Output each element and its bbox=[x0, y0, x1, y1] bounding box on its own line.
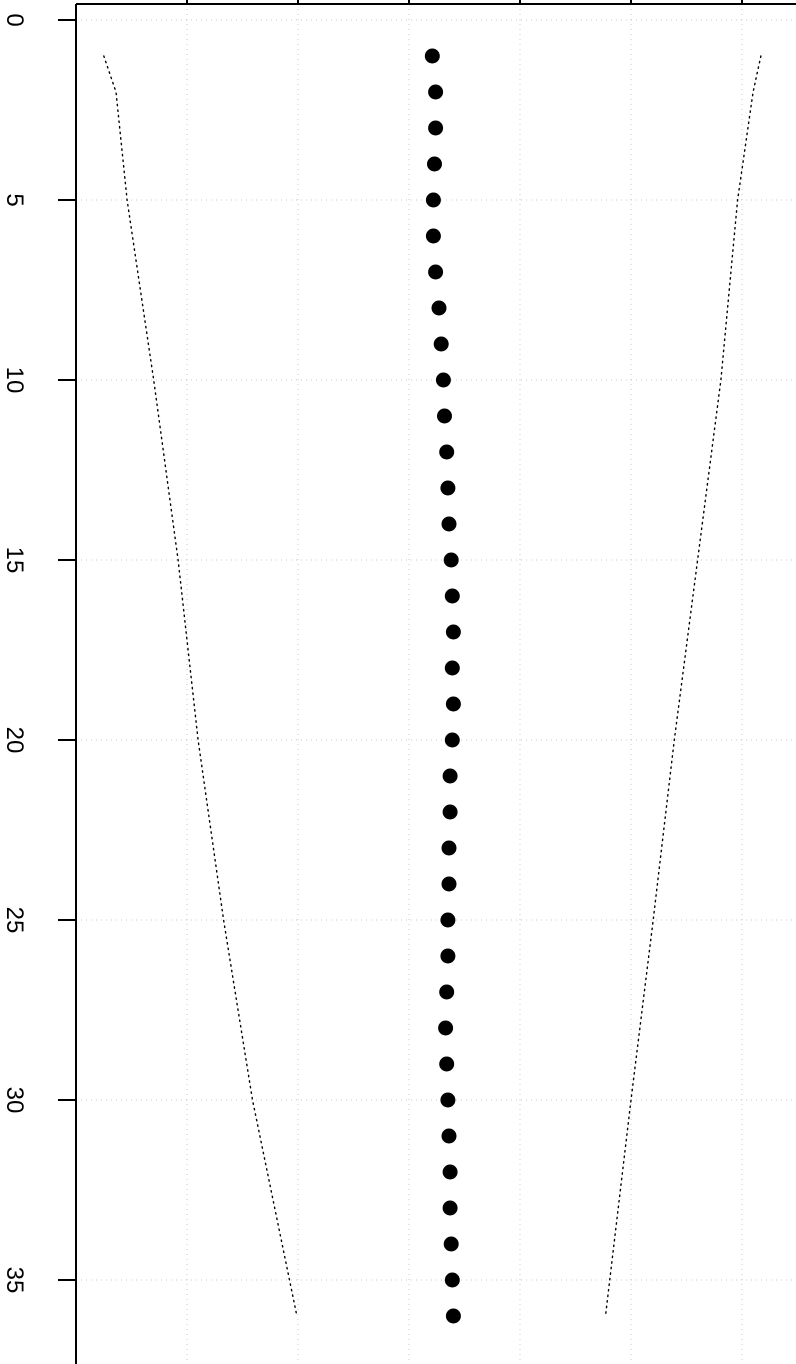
data-point bbox=[424, 48, 440, 64]
data-point bbox=[442, 1200, 458, 1216]
data-point bbox=[443, 552, 459, 568]
y-tick-label: 15 bbox=[1, 547, 28, 574]
band-line bbox=[103, 55, 298, 1317]
data-point bbox=[439, 1056, 455, 1072]
data-point bbox=[444, 588, 460, 604]
data-point bbox=[435, 372, 451, 388]
data-point bbox=[443, 1236, 459, 1252]
data-point bbox=[445, 1308, 461, 1324]
band-line bbox=[604, 55, 762, 1317]
data-point bbox=[441, 1128, 457, 1144]
y-tick-label: 35 bbox=[1, 1267, 28, 1294]
data-point bbox=[441, 516, 457, 532]
y-tick-label: 25 bbox=[1, 907, 28, 934]
data-point bbox=[444, 732, 460, 748]
data-point bbox=[442, 768, 458, 784]
data-point bbox=[444, 1272, 460, 1288]
data-point bbox=[441, 840, 457, 856]
data-point bbox=[440, 1092, 456, 1108]
y-tick-label: 5 bbox=[1, 193, 28, 206]
y-tick-label: 30 bbox=[1, 1087, 28, 1114]
data-point bbox=[433, 336, 449, 352]
data-point bbox=[425, 228, 441, 244]
data-point bbox=[440, 948, 456, 964]
data-point bbox=[437, 408, 452, 424]
data-point bbox=[440, 912, 456, 928]
y-tick-label: 0 bbox=[1, 13, 28, 26]
data-point bbox=[425, 192, 441, 208]
data-point bbox=[439, 984, 455, 1000]
data-point bbox=[445, 624, 461, 640]
grid bbox=[76, 4, 796, 1364]
data-point bbox=[427, 156, 442, 172]
data-point bbox=[428, 120, 444, 136]
data-point bbox=[431, 300, 447, 316]
data-point bbox=[428, 264, 444, 280]
data-point bbox=[439, 444, 455, 460]
data-point bbox=[440, 480, 456, 496]
data-point bbox=[428, 84, 444, 100]
band-lines bbox=[103, 55, 762, 1317]
data-point bbox=[438, 1020, 454, 1036]
data-point bbox=[442, 804, 458, 820]
y-tick-label: 10 bbox=[1, 367, 28, 394]
data-point bbox=[444, 660, 460, 676]
data-point bbox=[445, 696, 461, 712]
y-tick-label: 20 bbox=[1, 727, 28, 754]
data-points bbox=[424, 48, 461, 1324]
data-point bbox=[442, 1164, 458, 1180]
data-point bbox=[441, 876, 457, 892]
